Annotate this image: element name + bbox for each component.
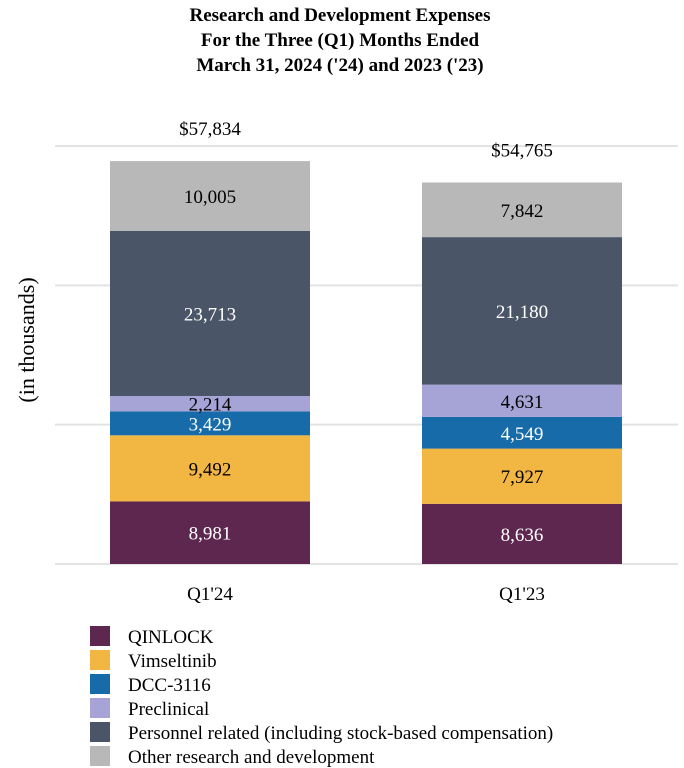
bar-segment-vimseltinib-1 [422,448,622,504]
legend-label: Other research and development [128,747,375,768]
legend-label: DCC-3116 [128,675,211,696]
legend-swatch [90,650,110,670]
data-label: 10,005 [184,187,236,208]
legend-swatch [90,746,110,766]
bars [110,161,622,564]
title-line-1: Research and Development Expenses [189,5,490,26]
legend-swatch [90,626,110,646]
bar-segment-qinlock-0 [110,501,310,564]
y-axis-label: (in thousands) [14,277,39,402]
x-tick-label: Q1'23 [499,584,545,605]
data-label: 7,927 [501,467,544,488]
legend-label: QINLOCK [128,627,214,648]
legend-label: Vimseltinib [128,651,217,672]
data-label: 23,713 [184,304,236,325]
bar-segment-preclinical-0 [110,395,310,412]
legend-swatch [90,674,110,694]
title-line-2: For the Three (Q1) Months Ended [201,30,480,51]
legend-label: Preclinical [128,699,209,720]
total-label: $57,834 [179,119,241,140]
legend-label: Personnel related (including stock-based… [128,723,553,744]
data-label: 3,429 [189,414,232,435]
legend-swatch [90,698,110,718]
bar-segment-dcc-3116-0 [110,411,310,436]
bar-segment-dcc-3116-1 [422,416,622,449]
x-tick-label: Q1'24 [187,584,233,605]
data-label: 21,180 [496,302,548,323]
data-label: 4,549 [501,424,544,445]
bar-segment-personnel-0 [110,230,310,396]
data-label: 4,631 [501,392,544,413]
total-label: $54,765 [491,140,553,161]
bar-segment-other-1 [422,182,622,238]
bar-segment-other-0 [110,161,310,231]
data-label: 2,214 [189,395,232,416]
bar-segment-preclinical-1 [422,384,622,417]
bar-segment-personnel-1 [422,237,622,385]
legend: QINLOCK Vimseltinib DCC-3116 Preclinical Per… [90,626,553,768]
data-label: 9,492 [189,459,232,480]
title-line-3: March 31, 2024 ('24) and 2023 ('23) [196,55,483,76]
bar-segment-qinlock-1 [422,503,622,564]
bar-segment-vimseltinib-0 [110,435,310,502]
data-label: 7,842 [501,201,544,222]
chart-title: Research and Development Expenses For th… [189,5,490,76]
x-axis-ticks: Q1'24 Q1'23 [187,584,545,605]
legend-swatch [90,722,110,742]
data-label: 8,981 [189,524,232,545]
data-label: 8,636 [501,525,544,546]
